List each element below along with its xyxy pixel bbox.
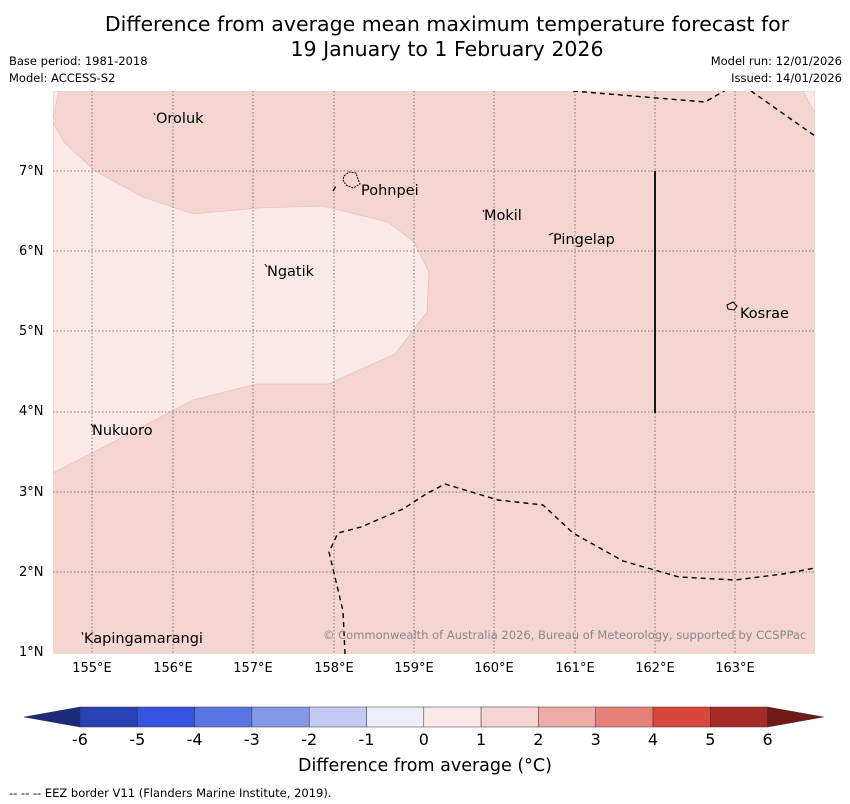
- colorbar-tick-label: 5: [705, 730, 716, 749]
- colorbar-bin: [366, 706, 425, 728]
- colorbar-tick-label: 0: [418, 730, 429, 749]
- pingelap-island-icon: [548, 232, 554, 236]
- lat-label-3n: 3°N: [19, 485, 44, 500]
- issued-date: Issued: 14/01/2026: [731, 71, 842, 85]
- place-label-kapingamarangi: Kapingamarangi: [84, 631, 203, 647]
- copyright-text: © Commonwealth of Australia 2026, Bureau…: [323, 628, 807, 642]
- colorbar-tick-label: -5: [129, 730, 146, 749]
- place-label-mokil: Mokil: [484, 208, 522, 224]
- colorbar-tick-label: 1: [476, 730, 487, 749]
- kapingamarangi-island-icon: [81, 631, 84, 636]
- place-label-ngatik: Ngatik: [267, 264, 315, 280]
- colorbar-bin: [423, 706, 482, 728]
- colorbar-bin: [251, 706, 310, 728]
- colorbar-bin: [79, 706, 138, 728]
- colorbar-bin: [595, 706, 654, 728]
- lat-label-2n: 2°N: [19, 565, 44, 580]
- lat-label-4n: 4°N: [19, 404, 44, 419]
- colorbar-label: Difference from average (°C): [298, 756, 552, 776]
- islands: [81, 112, 738, 636]
- lon-label-156e: 156°E: [153, 661, 193, 676]
- nukuoro-island-icon: [90, 423, 94, 428]
- lon-label-159e: 159°E: [394, 661, 434, 676]
- meta-right: Model run: 12/01/2026 Issued: 14/01/2026: [711, 53, 842, 87]
- lon-label-162e: 162°E: [635, 661, 675, 676]
- lon-label-155e: 155°E: [72, 661, 112, 676]
- lon-label-158e: 158°E: [314, 661, 354, 676]
- eez-border-south: [328, 483, 815, 654]
- colorbar-tick-label: -1: [358, 730, 375, 749]
- lon-label-161e: 161°E: [555, 661, 595, 676]
- colorbar-bin: [652, 706, 711, 728]
- colorbar-bin: [480, 706, 539, 728]
- ngatik-island-icon: [264, 263, 268, 268]
- eez-border-northeast: [750, 91, 815, 137]
- place-label-pingelap: Pingelap: [553, 232, 615, 248]
- eez-border-pohnpei: [332, 185, 337, 192]
- colorbar-tick-label: 3: [590, 730, 601, 749]
- colorbar-tick-label: -6: [72, 730, 88, 749]
- base-period: Base period: 1981-2018: [9, 54, 148, 68]
- colorbar-tick-label: -3: [243, 730, 260, 749]
- model-run: Model run: 12/01/2026: [710, 54, 842, 68]
- pohnpei-island-icon: [342, 171, 361, 189]
- colorbar: [24, 706, 824, 728]
- colorbar-bin: [767, 706, 824, 728]
- anomaly-region-corner-left: [53, 91, 60, 120]
- lon-label-160e: 160°E: [474, 661, 514, 676]
- lon-label-163e: 163°E: [715, 661, 755, 676]
- colorbar-tick-label: -2: [301, 730, 318, 749]
- eez-footnote: -- -- -- EEZ border V11 (Flanders Marine…: [9, 786, 332, 800]
- eez-borders: [328, 91, 815, 654]
- lat-label-5n: 5°N: [19, 324, 44, 339]
- model-name: Model: ACCESS-S2: [9, 71, 116, 85]
- colorbar-bin: [137, 706, 195, 728]
- colorbar-tick-label: 4: [647, 730, 659, 749]
- colorbar-bin: [538, 706, 596, 728]
- graticule: [53, 91, 815, 654]
- colorbar-tick-label: 6: [762, 730, 773, 749]
- anomaly-region-0-to-1: [53, 122, 430, 474]
- lat-label-7n: 7°N: [19, 164, 44, 179]
- colorbar-bin: [24, 706, 81, 728]
- colorbar-tick-label: -4: [186, 730, 203, 749]
- place-label-kosrae: Kosrae: [740, 306, 789, 322]
- place-label-nukuoro: Nukuoro: [92, 423, 153, 439]
- anomaly-region-corner-right: [802, 91, 815, 114]
- place-label-pohnpei: Pohnpei: [361, 183, 419, 199]
- colorbar-bin: [194, 706, 253, 728]
- title-line-2: 19 January to 1 February 2026: [290, 37, 604, 61]
- map-area[interactable]: [53, 91, 815, 654]
- place-label-oroluk: Oroluk: [156, 111, 204, 127]
- colorbar-tick-label: 2: [533, 730, 544, 749]
- lon-label-157e: 157°E: [233, 661, 273, 676]
- colorbar-bin: [710, 706, 768, 728]
- chart-title: Difference from average mean maximum tem…: [0, 12, 850, 62]
- oroluk-island-icon: [153, 112, 156, 116]
- meta-left: Base period: 1981-2018 Model: ACCESS-S2: [9, 53, 148, 87]
- title-line-1: Difference from average mean maximum tem…: [104, 12, 790, 36]
- mokil-island-icon: [482, 209, 485, 213]
- lat-label-1n: 1°N: [19, 645, 44, 660]
- kosrae-island-icon: [726, 301, 738, 311]
- lat-label-6n: 6°N: [19, 244, 44, 259]
- colorbar-bin: [308, 706, 367, 728]
- map-svg: [53, 91, 815, 654]
